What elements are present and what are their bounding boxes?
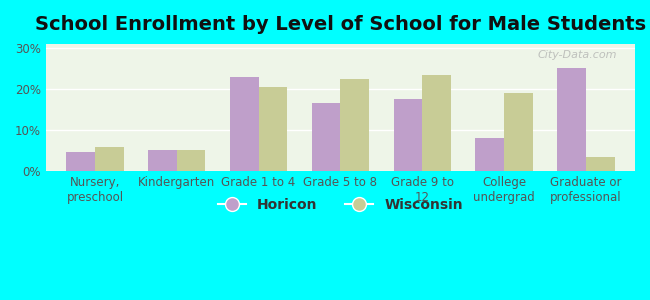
Bar <box>177 150 205 171</box>
Bar <box>422 75 451 171</box>
Bar <box>394 99 422 171</box>
Legend: Horicon, Wisconsin: Horicon, Wisconsin <box>213 192 469 217</box>
Bar <box>475 138 504 171</box>
Bar <box>312 103 341 171</box>
Bar <box>504 93 533 171</box>
Bar <box>341 79 369 171</box>
Bar <box>148 150 177 171</box>
Title: School Enrollment by Level of School for Male Students: School Enrollment by Level of School for… <box>35 15 646 34</box>
Bar <box>66 152 95 171</box>
Bar <box>586 157 614 171</box>
Bar <box>557 68 586 171</box>
Text: City-Data.com: City-Data.com <box>538 50 618 60</box>
Bar <box>95 147 124 171</box>
Bar <box>230 77 259 171</box>
Bar <box>259 87 287 171</box>
